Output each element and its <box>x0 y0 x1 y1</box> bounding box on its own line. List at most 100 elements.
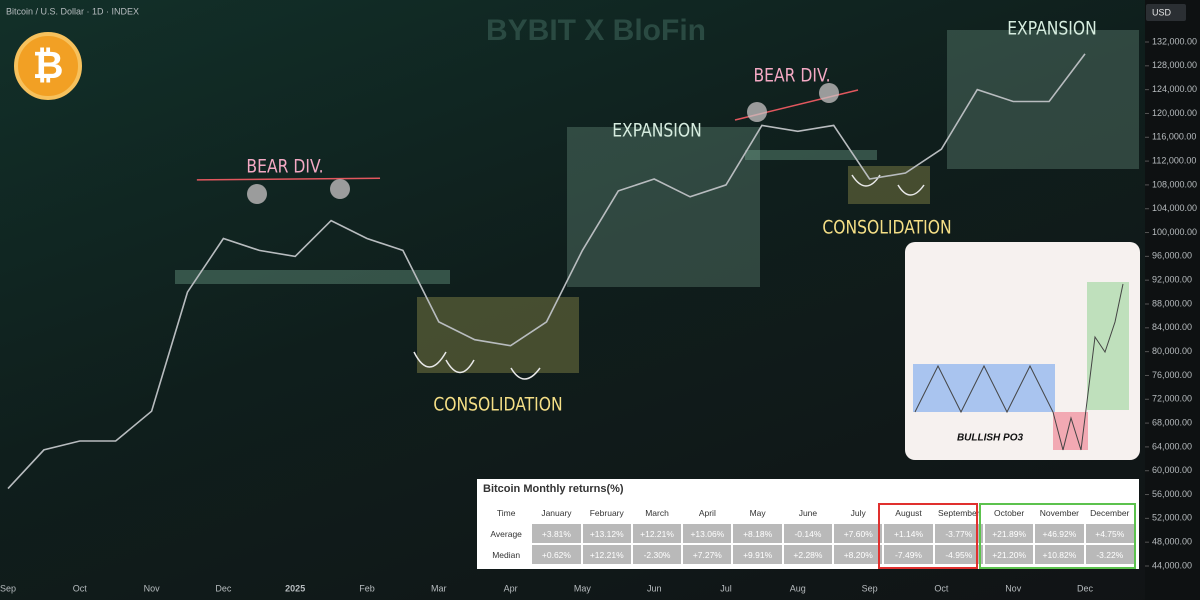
value-cell: -3.22% <box>1085 545 1134 564</box>
annotation: EXPANSION <box>1007 18 1097 40</box>
value-cell: +7.27% <box>683 545 732 564</box>
expansion-zone <box>947 30 1139 169</box>
y-tick-label: 72,000.00 <box>1152 394 1192 404</box>
header-cell: August <box>884 503 933 522</box>
value-cell: -7.49% <box>884 545 933 564</box>
annotation: BEAR DIV. <box>753 65 830 87</box>
x-tick-label: Mar <box>431 583 447 593</box>
header-cell: September <box>934 503 983 522</box>
price-axis-bg <box>1145 0 1200 600</box>
annotation: EXPANSION <box>612 120 702 142</box>
value-cell: +3.81% <box>532 524 581 543</box>
divergence-arrow <box>196 177 381 181</box>
returns-table: Bitcoin Monthly returns(%) Time January Fe… <box>477 479 1139 569</box>
symbol-header: Bitcoin / U.S. Dollar · 1D · INDEX <box>6 6 139 16</box>
x-tick-label: Jul <box>720 583 732 593</box>
po3-diagram: BULLISH PO3 <box>913 282 1129 451</box>
value-cell: +10.82% <box>1035 545 1084 564</box>
value-cell: +7.60% <box>834 524 883 543</box>
value-cell: +21.89% <box>984 524 1034 543</box>
annotation: BEAR DIV. <box>246 156 323 178</box>
bitcoin-logo <box>14 32 82 100</box>
x-tick-label: Apr <box>504 583 518 593</box>
watermark: BYBIT X BloFin <box>486 14 706 47</box>
value-cell: +9.91% <box>733 545 782 564</box>
po3-path <box>914 283 1124 451</box>
table-row: Average +3.81% +13.12% +12.21% +13.06% +8.18%… <box>482 524 1134 543</box>
table-row: Median +0.62% +12.21% -2.30% +7.27% +9.91% +2.… <box>482 545 1134 564</box>
x-tick-label: May <box>574 583 592 593</box>
row-label: Average <box>482 524 531 543</box>
x-tick-label: Nov <box>1005 583 1022 593</box>
value-cell: +8.20% <box>834 545 883 564</box>
header-cell: June <box>783 503 833 522</box>
value-cell: +12.21% <box>632 524 682 543</box>
header-cell: April <box>683 503 732 522</box>
y-tick-label: 104,000.00 <box>1152 203 1197 213</box>
zones <box>175 30 1139 380</box>
po3-inset: BULLISH PO3 <box>905 242 1140 460</box>
y-tick-label: 124,000.00 <box>1152 84 1197 94</box>
x-tick-label: Sep <box>862 583 878 593</box>
table-grid: Time January February March April May June July… <box>480 501 1136 566</box>
divergence-point <box>247 184 267 204</box>
divergence-point <box>819 83 839 103</box>
bitcoin-logo-symbol: ₿ <box>33 45 64 87</box>
y-tick-label: 88,000.00 <box>1152 298 1192 308</box>
y-tick-label: 60,000.00 <box>1152 465 1192 475</box>
value-cell: +8.18% <box>733 524 782 543</box>
value-cell: +21.20% <box>984 545 1034 564</box>
accumulation-box <box>913 364 1055 412</box>
header-cell: December <box>1085 503 1134 522</box>
y-tick-label: 44,000.00 <box>1152 560 1192 570</box>
x-tick-label: Feb <box>359 583 375 593</box>
y-tick-label: 84,000.00 <box>1152 322 1192 332</box>
value-cell: +4.75% <box>1085 524 1134 543</box>
price-line <box>7 53 1086 490</box>
value-cell: +46.92% <box>1035 524 1084 543</box>
bottom-curve <box>413 174 925 380</box>
table-title: Bitcoin Monthly returns(%) <box>483 483 624 495</box>
y-tick-label: 64,000.00 <box>1152 441 1192 451</box>
y-tick-label: 112,000.00 <box>1152 155 1196 165</box>
y-tick-label: 68,000.00 <box>1152 417 1192 427</box>
y-tick-label: 56,000.00 <box>1152 489 1192 499</box>
distribution-box <box>1087 282 1129 410</box>
header-cell: January <box>532 503 581 522</box>
value-cell: +1.14% <box>884 524 933 543</box>
header-cell: February <box>582 503 631 522</box>
y-tick-label: 100,000.00 <box>1152 227 1197 237</box>
value-cell: -0.14% <box>783 524 833 543</box>
header-cell: May <box>733 503 782 522</box>
y-tick-label: 76,000.00 <box>1152 370 1192 380</box>
divergence-point <box>747 102 767 122</box>
range-zone <box>745 150 877 160</box>
currency-badge <box>1146 4 1186 21</box>
value-cell: +0.62% <box>532 545 581 564</box>
y-tick-label: 80,000.00 <box>1152 346 1192 356</box>
y-tick-label: 48,000.00 <box>1152 537 1192 547</box>
value-cell: +13.12% <box>582 524 631 543</box>
x-tick-label: 2025 <box>285 583 305 593</box>
x-tick-label: Jun <box>647 583 662 593</box>
y-tick-label: 52,000.00 <box>1152 513 1192 523</box>
annotation: CONSOLIDATION <box>433 394 562 416</box>
header-cell: July <box>834 503 883 522</box>
row-label: Median <box>482 545 531 564</box>
value-cell: +13.06% <box>683 524 732 543</box>
x-tick-label: Sep <box>0 583 16 593</box>
header-cell: October <box>984 503 1034 522</box>
currency: USD <box>1152 7 1172 17</box>
consolidation-zone <box>417 297 579 373</box>
y-tick-label: 116,000.00 <box>1152 132 1196 142</box>
x-tick-label: Dec <box>215 583 232 593</box>
value-cell: +2.28% <box>783 545 833 564</box>
value-cell: -3.77% <box>934 524 983 543</box>
divergence-point <box>330 179 350 199</box>
value-cell: -2.30% <box>632 545 682 564</box>
y-tick-label: 96,000.00 <box>1152 251 1192 261</box>
y-tick-label: 108,000.00 <box>1152 179 1197 189</box>
range-zone <box>175 270 450 284</box>
